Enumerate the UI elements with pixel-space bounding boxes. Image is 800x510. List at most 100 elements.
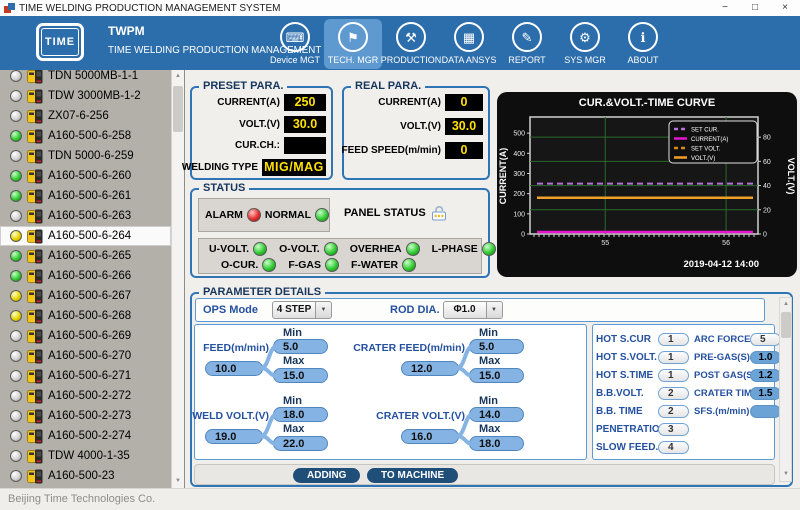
scroll-up-icon[interactable]: ▲ xyxy=(780,298,792,311)
param-value-pill[interactable]: 2 xyxy=(658,405,689,418)
min-label: Min xyxy=(479,395,498,407)
minimize-button[interactable]: − xyxy=(710,0,740,16)
ranges-grid: FEED(m/min)Min5.0Max15.010.0CRATER FEED(… xyxy=(203,329,595,461)
min-value-pill[interactable]: 5.0 xyxy=(469,339,524,354)
device-list-item[interactable]: TDN 5000MB-1-1 xyxy=(0,70,171,86)
device-list-item[interactable]: A160-500-6-268 xyxy=(0,306,171,326)
device-label: A160-500-6-268 xyxy=(48,310,131,322)
device-list-item[interactable]: A160-500-6-258 xyxy=(0,126,171,146)
param-value-pill[interactable]: 1.2 xyxy=(750,369,781,382)
device-status-led xyxy=(10,390,22,402)
report-chart-icon: ✎ xyxy=(512,22,542,52)
device-label: A160-500-6-266 xyxy=(48,270,131,282)
device-list-item[interactable]: TDW 3000MB-1-2 xyxy=(0,86,171,106)
scroll-down-icon[interactable]: ▼ xyxy=(780,468,792,481)
chevron-down-icon[interactable]: ▼ xyxy=(316,301,332,319)
scrollbar-thumb[interactable] xyxy=(781,312,791,338)
max-value-pill[interactable]: 15.0 xyxy=(469,368,524,383)
param-value-pill[interactable]: 1.5 xyxy=(750,387,781,400)
nav-item-tech-mgr[interactable]: ⚑TECH. MGR xyxy=(324,19,382,69)
device-list-item[interactable]: A160-500-6-266 xyxy=(0,266,171,286)
device-label: A160-500-6-271 xyxy=(48,370,131,382)
nav-item-sys-mgr[interactable]: ⚙SYS MGR xyxy=(556,19,614,69)
param-value-pill[interactable]: 4 xyxy=(658,441,689,454)
scroll-down-icon[interactable]: ▼ xyxy=(172,475,184,488)
indicator-label: F-WATER xyxy=(351,259,398,271)
min-value-pill[interactable]: 18.0 xyxy=(273,407,328,422)
parameter-scrollbar[interactable]: ▲ ▼ xyxy=(779,297,792,482)
rod-dia-select[interactable]: Φ1.0 ▼ xyxy=(443,301,503,319)
param-value-pill[interactable]: 1 xyxy=(658,369,689,382)
nav-item-data-ansys[interactable]: ▦DATA ANSYS xyxy=(440,19,498,69)
nav-item-production[interactable]: ⚒PRODUCTION xyxy=(382,19,440,69)
rod-dia-value[interactable]: Φ1.0 xyxy=(443,301,487,319)
ops-mode-value[interactable]: 4 STEP xyxy=(272,301,316,319)
param-value-pill[interactable]: 1.0 xyxy=(750,351,781,364)
scrollbar-thumb[interactable] xyxy=(173,86,183,132)
device-status-led xyxy=(10,270,22,282)
device-list-item[interactable]: A160-500-6-260 xyxy=(0,166,171,186)
device-label: A160-500-6-260 xyxy=(48,170,131,182)
device-list-item[interactable]: A160-500-6-271 xyxy=(0,366,171,386)
device-label: A160-500-6-258 xyxy=(48,130,131,142)
brace-connector xyxy=(457,408,473,454)
max-value-pill[interactable]: 15.0 xyxy=(273,368,328,383)
param-value-pill[interactable]: 2 xyxy=(658,387,689,400)
param-value-pill[interactable]: 1 xyxy=(658,351,689,364)
device-list-item[interactable]: A160-500-2-272 xyxy=(0,386,171,406)
current-value-pill[interactable]: 12.0 xyxy=(401,361,459,376)
device-list-item[interactable]: A160-500-6-261 xyxy=(0,186,171,206)
nav-label: REPORT xyxy=(508,55,545,65)
nav-item-report[interactable]: ✎ REPORT xyxy=(498,19,556,69)
device-list-item[interactable]: A160-500-6-264 xyxy=(0,226,171,246)
device-list-item[interactable]: A160-500-6-265 xyxy=(0,246,171,266)
value-row: CUR.CH.: xyxy=(197,137,326,154)
value-label: FEED SPEED(m/min) xyxy=(342,145,441,156)
device-label: A160-500-6-263 xyxy=(48,210,131,222)
status-indicator: OVERHEA xyxy=(350,242,420,256)
device-list-item[interactable]: TDN 5000-6-259 xyxy=(0,146,171,166)
nav-item-about[interactable]: ℹABOUT xyxy=(614,19,672,69)
time-logo-text: TIME xyxy=(41,28,79,56)
close-button[interactable]: × xyxy=(770,0,800,16)
current-value-pill[interactable]: 19.0 xyxy=(205,429,263,444)
device-list-item[interactable]: TDW 4000-1-35 xyxy=(0,446,171,466)
param-label: POST GAS(S) xyxy=(694,370,750,381)
device-list-item[interactable]: A160-500-6-267 xyxy=(0,286,171,306)
param-value-pill[interactable]: 3 xyxy=(658,423,689,436)
device-list-item[interactable]: A160-500-23 xyxy=(0,466,171,486)
chart-panel: CUR.&VOLT.-TIME CURVE5556020406080010020… xyxy=(497,92,797,277)
value-label: CUR.CH.: xyxy=(235,140,280,151)
device-label: TDN 5000-6-259 xyxy=(48,150,134,162)
param-value-pill[interactable]: 1 xyxy=(658,333,689,346)
maximize-button[interactable]: □ xyxy=(740,0,770,16)
current-value-pill[interactable]: 16.0 xyxy=(401,429,459,444)
min-value-pill[interactable]: 5.0 xyxy=(273,339,328,354)
current-value-pill[interactable]: 10.0 xyxy=(205,361,263,376)
adding-button[interactable]: ADDING xyxy=(293,468,360,483)
sidebar-scrollbar[interactable]: ▲ ▼ xyxy=(171,70,184,488)
device-list-item[interactable]: A160-500-2-274 xyxy=(0,426,171,446)
max-value-pill[interactable]: 18.0 xyxy=(469,436,524,451)
action-button-bar: ADDING TO MACHINE xyxy=(194,464,775,485)
param-value-pill[interactable]: 5 xyxy=(750,333,781,346)
device-list-item[interactable]: A160-500-6-263 xyxy=(0,206,171,226)
real-rows: CURRENT(A)0VOLT.(V)30.0FEED SPEED(m/min)… xyxy=(349,94,483,174)
app-window: TIME WELDING PRODUCTION MANAGEMENT SYSTE… xyxy=(0,0,800,510)
welding-machine-icon xyxy=(27,70,43,84)
svg-text:20: 20 xyxy=(763,207,771,214)
param-label: SLOW FEED. xyxy=(596,442,658,453)
min-value-pill[interactable]: 14.0 xyxy=(469,407,524,422)
to-machine-button[interactable]: TO MACHINE xyxy=(367,468,458,483)
device-list-item[interactable]: ZX07-6-256 xyxy=(0,106,171,126)
svg-text:CURRENT(A): CURRENT(A) xyxy=(691,137,728,143)
max-value-pill[interactable]: 22.0 xyxy=(273,436,328,451)
nav-item-device-mgt[interactable]: ⌨Device MGT xyxy=(266,19,324,69)
ranges-box: FEED(m/min)Min5.0Max15.010.0CRATER FEED(… xyxy=(194,324,587,460)
scroll-up-icon[interactable]: ▲ xyxy=(172,70,184,83)
nav-label: Device MGT xyxy=(270,55,320,65)
welding-machine-icon xyxy=(27,169,43,184)
param-value-pill[interactable] xyxy=(750,405,781,418)
ops-mode-select[interactable]: 4 STEP ▼ xyxy=(272,301,332,319)
chevron-down-icon[interactable]: ▼ xyxy=(487,301,503,319)
